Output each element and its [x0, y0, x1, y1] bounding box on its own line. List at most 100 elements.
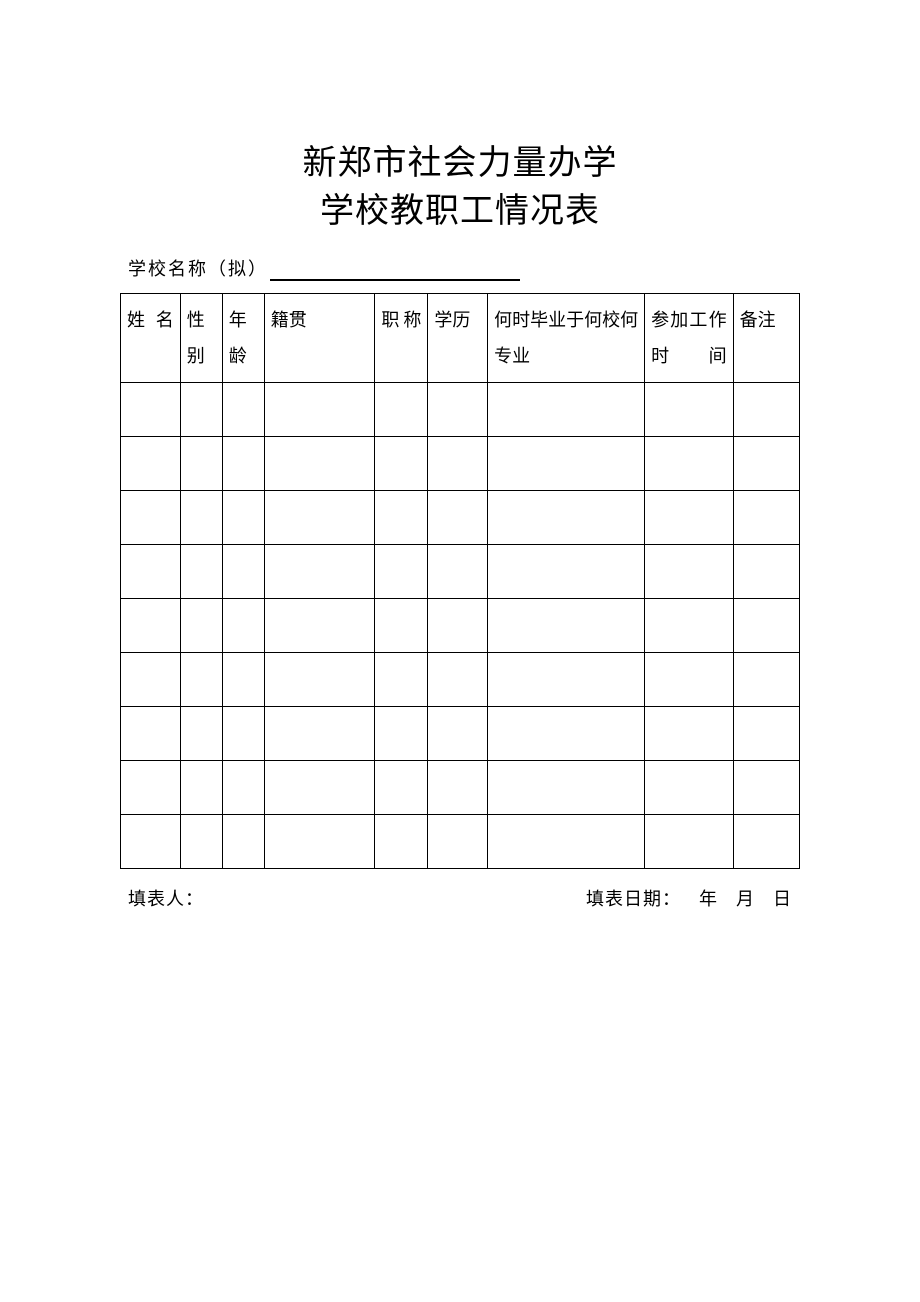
table-cell[interactable]: [121, 653, 181, 707]
table-cell[interactable]: [488, 491, 645, 545]
table-cell[interactable]: [375, 437, 428, 491]
table-cell[interactable]: [488, 653, 645, 707]
table-cell[interactable]: [264, 437, 375, 491]
table-row: [121, 761, 800, 815]
table-cell[interactable]: [222, 815, 264, 869]
table-cell[interactable]: [488, 707, 645, 761]
footer: 填表人： 填表日期：年月日: [120, 885, 800, 911]
table-cell[interactable]: [488, 437, 645, 491]
table-cell[interactable]: [121, 383, 181, 437]
table-cell[interactable]: [180, 815, 222, 869]
table-cell[interactable]: [264, 707, 375, 761]
table-cell[interactable]: [180, 707, 222, 761]
table-cell[interactable]: [488, 545, 645, 599]
table-cell[interactable]: [375, 761, 428, 815]
table-row: [121, 815, 800, 869]
table-cell[interactable]: [375, 383, 428, 437]
table-cell[interactable]: [222, 761, 264, 815]
table-cell[interactable]: [222, 437, 264, 491]
table-cell[interactable]: [264, 761, 375, 815]
table-cell[interactable]: [222, 707, 264, 761]
col-header-edu: 学历: [428, 294, 488, 383]
table-cell[interactable]: [121, 491, 181, 545]
table-cell[interactable]: [222, 599, 264, 653]
table-cell[interactable]: [180, 437, 222, 491]
table-cell[interactable]: [264, 383, 375, 437]
table-cell[interactable]: [645, 491, 733, 545]
table-cell[interactable]: [180, 491, 222, 545]
table-cell[interactable]: [222, 491, 264, 545]
table-cell[interactable]: [428, 545, 488, 599]
table-cell[interactable]: [645, 707, 733, 761]
table-cell[interactable]: [222, 545, 264, 599]
table-cell[interactable]: [645, 815, 733, 869]
table-cell[interactable]: [733, 653, 799, 707]
table-cell[interactable]: [222, 383, 264, 437]
table-cell[interactable]: [375, 707, 428, 761]
table-cell[interactable]: [488, 599, 645, 653]
table-cell[interactable]: [428, 383, 488, 437]
table-cell[interactable]: [222, 653, 264, 707]
table-cell[interactable]: [180, 545, 222, 599]
col-header-age: 年龄: [222, 294, 264, 383]
table-cell[interactable]: [121, 707, 181, 761]
table-cell[interactable]: [264, 653, 375, 707]
table-cell[interactable]: [488, 761, 645, 815]
table-cell[interactable]: [733, 437, 799, 491]
table-cell[interactable]: [733, 815, 799, 869]
table-cell[interactable]: [264, 815, 375, 869]
school-name-input-line[interactable]: [270, 259, 520, 281]
table-cell[interactable]: [121, 761, 181, 815]
table-cell[interactable]: [645, 653, 733, 707]
school-name-field: 学校名称（拟）: [120, 255, 800, 281]
table-cell[interactable]: [428, 707, 488, 761]
table-cell[interactable]: [645, 761, 733, 815]
filler-label: 填表人：: [128, 885, 204, 911]
table-cell[interactable]: [121, 599, 181, 653]
table-cell[interactable]: [488, 815, 645, 869]
table-cell[interactable]: [264, 545, 375, 599]
table-cell[interactable]: [733, 383, 799, 437]
table-cell[interactable]: [264, 599, 375, 653]
table-cell[interactable]: [180, 653, 222, 707]
table-cell[interactable]: [428, 491, 488, 545]
table-cell[interactable]: [645, 383, 733, 437]
day-unit: 日: [773, 889, 792, 909]
table-cell[interactable]: [428, 761, 488, 815]
table-cell[interactable]: [264, 491, 375, 545]
table-cell[interactable]: [645, 599, 733, 653]
title-line-1: 新郑市社会力量办学: [120, 140, 800, 188]
col-header-grad: 何时毕业于何校何专业: [488, 294, 645, 383]
table-cell[interactable]: [121, 545, 181, 599]
table-cell[interactable]: [733, 545, 799, 599]
table-cell[interactable]: [375, 491, 428, 545]
col-header-note: 备注: [733, 294, 799, 383]
fill-date: 填表日期：年月日: [586, 885, 792, 911]
table-cell[interactable]: [375, 653, 428, 707]
title-line-2: 学校教职工情况表: [120, 188, 800, 236]
table-cell[interactable]: [428, 653, 488, 707]
table-cell[interactable]: [375, 599, 428, 653]
table-cell[interactable]: [180, 383, 222, 437]
table-cell[interactable]: [121, 815, 181, 869]
table-cell[interactable]: [733, 707, 799, 761]
table-cell[interactable]: [121, 437, 181, 491]
table-cell[interactable]: [733, 599, 799, 653]
table-cell[interactable]: [180, 761, 222, 815]
table-cell[interactable]: [375, 815, 428, 869]
table-cell[interactable]: [180, 599, 222, 653]
table-row: [121, 707, 800, 761]
table-cell[interactable]: [733, 491, 799, 545]
table-cell[interactable]: [733, 761, 799, 815]
table-cell[interactable]: [488, 383, 645, 437]
year-unit: 年: [699, 889, 718, 909]
table-row: [121, 383, 800, 437]
table-cell[interactable]: [428, 815, 488, 869]
table-cell[interactable]: [645, 437, 733, 491]
table-cell[interactable]: [375, 545, 428, 599]
table-row: [121, 653, 800, 707]
col-header-name: 姓名: [121, 294, 181, 383]
table-cell[interactable]: [428, 437, 488, 491]
table-cell[interactable]: [645, 545, 733, 599]
table-cell[interactable]: [428, 599, 488, 653]
